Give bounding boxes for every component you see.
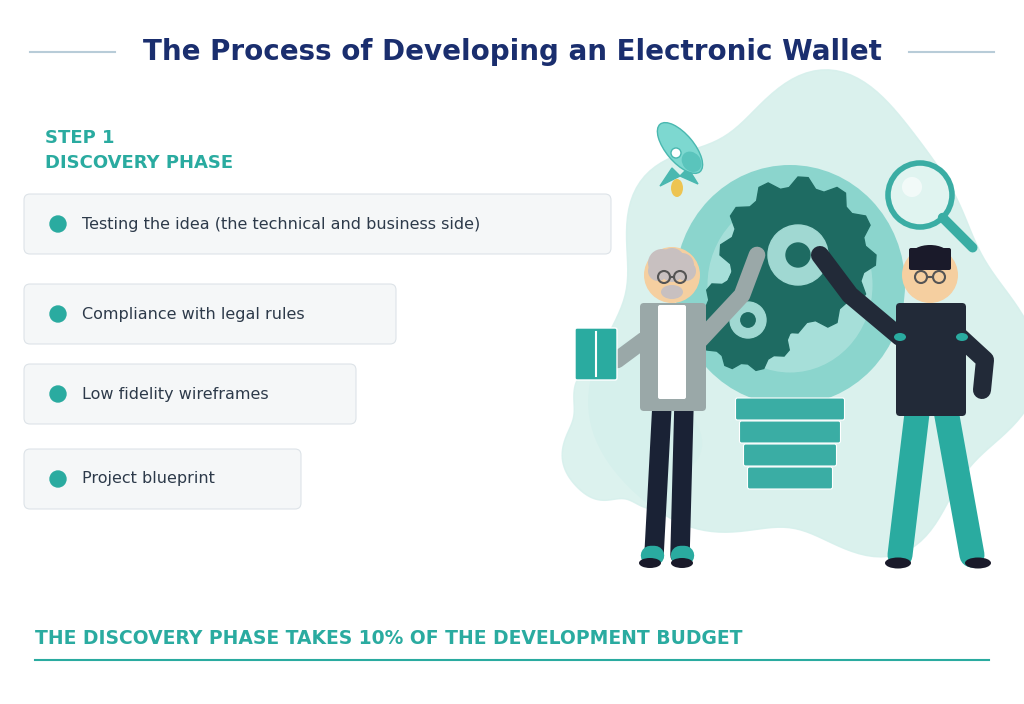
FancyBboxPatch shape (748, 467, 833, 489)
Ellipse shape (675, 165, 905, 405)
Text: DISCOVERY PHASE: DISCOVERY PHASE (45, 154, 233, 172)
Circle shape (740, 313, 756, 327)
Circle shape (648, 261, 668, 281)
Polygon shape (680, 168, 698, 184)
Circle shape (648, 249, 676, 277)
FancyBboxPatch shape (24, 364, 356, 424)
Ellipse shape (911, 245, 949, 265)
Polygon shape (660, 168, 680, 186)
Ellipse shape (682, 151, 701, 172)
Circle shape (888, 163, 952, 227)
FancyBboxPatch shape (24, 194, 611, 254)
FancyBboxPatch shape (24, 449, 301, 509)
Text: Low fidelity wireframes: Low fidelity wireframes (82, 386, 268, 401)
Polygon shape (562, 339, 701, 509)
Circle shape (730, 302, 766, 338)
Circle shape (786, 243, 810, 267)
FancyBboxPatch shape (909, 248, 951, 270)
FancyBboxPatch shape (743, 444, 837, 466)
Ellipse shape (708, 198, 872, 372)
Text: The Process of Developing an Electronic Wallet: The Process of Developing an Electronic … (142, 38, 882, 66)
Polygon shape (589, 70, 1024, 557)
FancyBboxPatch shape (24, 284, 396, 344)
FancyBboxPatch shape (640, 303, 706, 411)
Ellipse shape (885, 558, 911, 569)
Circle shape (50, 471, 66, 487)
Ellipse shape (965, 558, 991, 569)
FancyBboxPatch shape (575, 328, 617, 380)
Ellipse shape (657, 122, 702, 173)
Circle shape (659, 248, 685, 274)
Polygon shape (697, 270, 799, 370)
Circle shape (50, 306, 66, 322)
Circle shape (50, 386, 66, 402)
FancyBboxPatch shape (896, 303, 966, 416)
Text: STEP 1: STEP 1 (45, 129, 115, 147)
Circle shape (902, 247, 958, 303)
Polygon shape (720, 177, 876, 333)
Text: Testing the idea (the technical and business side): Testing the idea (the technical and busi… (82, 217, 480, 232)
Ellipse shape (956, 333, 968, 341)
Circle shape (50, 216, 66, 232)
Text: Project blueprint: Project blueprint (82, 472, 215, 486)
Ellipse shape (894, 333, 906, 341)
Ellipse shape (639, 558, 662, 568)
Ellipse shape (671, 558, 693, 568)
Circle shape (676, 261, 696, 281)
Circle shape (662, 260, 683, 282)
Text: THE DISCOVERY PHASE TAKES 10% OF THE DEVELOPMENT BUDGET: THE DISCOVERY PHASE TAKES 10% OF THE DEV… (35, 629, 742, 648)
Circle shape (902, 177, 922, 197)
Circle shape (671, 148, 681, 158)
FancyBboxPatch shape (739, 421, 841, 443)
FancyBboxPatch shape (658, 305, 686, 399)
Ellipse shape (662, 285, 683, 299)
Circle shape (644, 247, 700, 303)
Text: Compliance with legal rules: Compliance with legal rules (82, 306, 304, 322)
Circle shape (670, 253, 694, 277)
Ellipse shape (671, 179, 683, 197)
Circle shape (768, 225, 828, 285)
FancyBboxPatch shape (735, 398, 845, 420)
